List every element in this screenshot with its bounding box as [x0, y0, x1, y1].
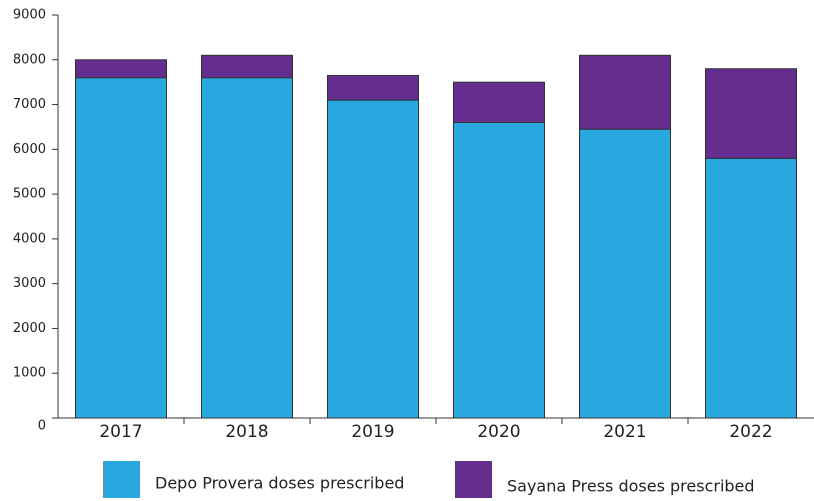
bar-segment	[201, 77, 293, 419]
y-tick-label: 6000	[13, 142, 46, 157]
bar-segment	[327, 74, 419, 101]
x-tick-label: 2021	[603, 422, 646, 442]
bar-segment	[453, 121, 545, 419]
bar-segment	[201, 54, 293, 79]
x-tick-label: 2017	[99, 422, 142, 442]
legend-swatch	[103, 461, 140, 498]
y-tick-label: 0	[38, 419, 46, 434]
y-tick-label: 7000	[13, 97, 46, 112]
bar-segment	[579, 54, 671, 130]
bar-segment	[75, 77, 167, 419]
x-tick-label: 2018	[225, 422, 268, 442]
y-tick-label: 5000	[13, 187, 46, 202]
bar-segment	[705, 68, 797, 159]
legend-swatch	[455, 461, 492, 498]
bar-segment	[327, 99, 419, 419]
x-tick-label: 2022	[729, 422, 772, 442]
bar-segment	[75, 59, 167, 79]
x-tick-label: 2020	[477, 422, 520, 442]
bar-segment	[705, 157, 797, 419]
x-tick-label: 2019	[351, 422, 394, 442]
bar-segment	[453, 81, 545, 123]
y-tick-label: 4000	[13, 231, 46, 246]
y-tick-label: 8000	[13, 52, 46, 67]
y-tick-label: 1000	[13, 366, 46, 381]
y-tick-label: 9000	[13, 8, 46, 23]
y-tick-label: 2000	[13, 321, 46, 336]
legend-label: Depo Provera doses prescribed	[155, 474, 404, 493]
legend-label: Sayana Press doses prescribed	[507, 477, 755, 496]
y-tick-label: 3000	[13, 276, 46, 291]
bar-segment	[579, 128, 671, 419]
